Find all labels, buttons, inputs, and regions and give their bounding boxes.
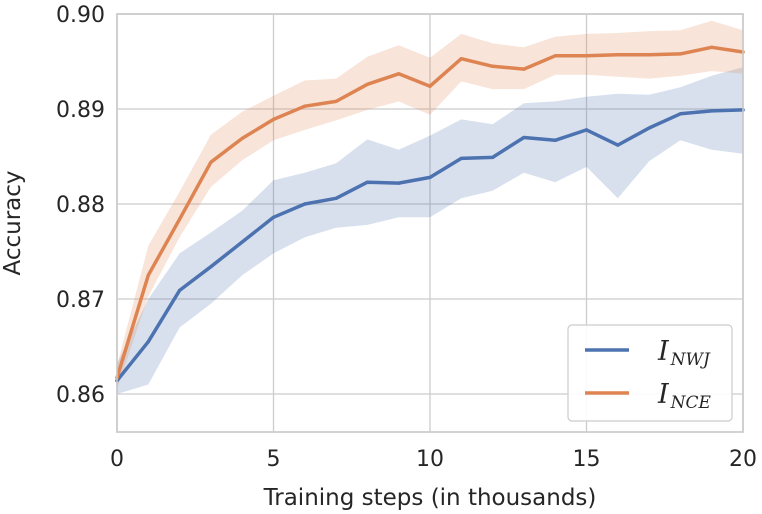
point-nwj-15	[584, 128, 589, 132]
point-nce-18	[678, 52, 683, 56]
legend-label-nwj-main: I	[657, 336, 670, 367]
point-nwj-5	[271, 215, 276, 219]
x-axis-ticks: 0 5 10 15 20	[110, 447, 757, 472]
point-nce-19	[710, 45, 714, 49]
point-nwj-7	[334, 196, 338, 200]
x-tick-label-4: 20	[729, 447, 757, 472]
x-axis-label: Training steps (in thousands)	[263, 485, 597, 511]
y-axis-ticks: 0.86 0.87 0.88 0.89 0.90	[56, 3, 105, 408]
point-nce-8	[365, 82, 369, 86]
x-tick-label-3: 15	[573, 447, 601, 472]
point-nce-7	[334, 99, 338, 103]
point-nwj-14	[553, 138, 557, 142]
point-nce-13	[522, 67, 526, 71]
series-lines	[115, 45, 745, 383]
legend: I NWJ I NCE	[567, 324, 733, 422]
point-nwj-1	[146, 340, 150, 344]
legend-label-nwj-sub: NWJ	[670, 350, 711, 370]
point-nwj-2	[178, 288, 182, 293]
point-nce-4	[240, 136, 244, 141]
legend-label-nwj: I NWJ	[657, 336, 711, 370]
point-nwj-3	[209, 265, 213, 269]
legend-label-nce-sub: NCE	[670, 393, 712, 413]
point-nwj-8	[365, 180, 369, 184]
x-tick-label-1: 5	[267, 447, 281, 472]
point-nce-5	[271, 117, 276, 122]
point-nce-14	[553, 54, 557, 58]
x-tick-label-0: 0	[110, 447, 124, 472]
point-nce-6	[303, 104, 307, 108]
point-nce-11	[459, 57, 463, 61]
point-nwj-6	[303, 202, 307, 206]
confidence-bands	[117, 20, 743, 394]
y-tick-label-4: 0.90	[56, 3, 105, 28]
point-nce-17	[647, 53, 651, 57]
x-tick-label-2: 10	[416, 447, 444, 472]
band-nwj	[117, 67, 743, 394]
y-tick-label-0: 0.86	[56, 383, 105, 408]
point-nwj-16	[616, 143, 620, 147]
y-tick-label-3: 0.89	[56, 98, 105, 123]
point-nce-9	[397, 72, 401, 76]
point-nce-12	[491, 64, 495, 68]
point-nce-1	[146, 273, 150, 277]
band-nce	[117, 20, 743, 390]
point-nwj-11	[459, 156, 463, 160]
point-nce-15	[584, 54, 589, 58]
legend-label-nce: I NCE	[657, 379, 712, 413]
point-nwj-12	[491, 155, 495, 160]
y-axis-label: Accuracy	[0, 170, 26, 275]
legend-label-nce-main: I	[657, 379, 670, 410]
point-nce-3	[209, 160, 213, 164]
point-nce-10	[428, 84, 432, 88]
point-nwj-18	[678, 112, 683, 116]
y-tick-label-1: 0.87	[56, 288, 105, 313]
point-nce-16	[616, 53, 620, 57]
point-nwj-10	[428, 175, 432, 179]
point-nwj-19	[710, 109, 714, 113]
point-nce-2	[178, 217, 182, 221]
point-nwj-4	[240, 240, 244, 244]
point-nwj-9	[397, 181, 401, 185]
y-tick-label-2: 0.88	[56, 193, 105, 218]
plot-frame	[116, 13, 744, 433]
point-nwj-17	[647, 126, 651, 130]
point-nwj-13	[522, 135, 526, 140]
